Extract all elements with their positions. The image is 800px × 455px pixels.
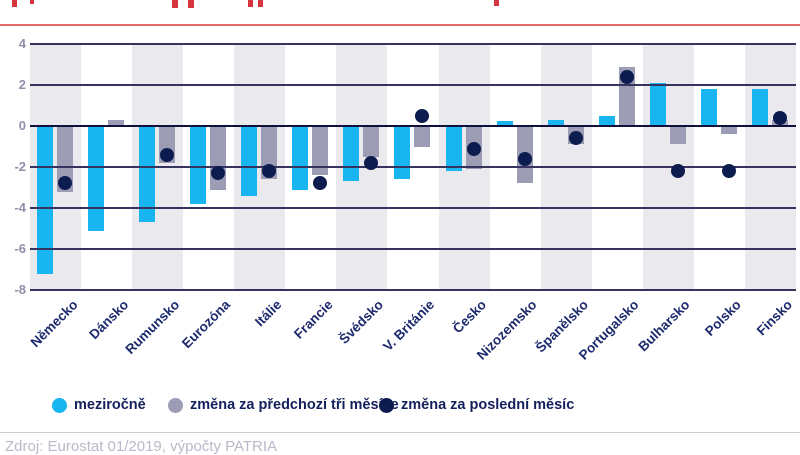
bar-3m bbox=[57, 126, 73, 192]
legend-item: změna za poslední měsíc bbox=[379, 397, 574, 413]
x-label: Česko bbox=[449, 297, 489, 337]
dot-1m bbox=[517, 151, 532, 166]
bar-3m bbox=[720, 126, 737, 135]
dot-1m bbox=[670, 164, 685, 179]
title-accent-line bbox=[0, 24, 800, 26]
dot-1m bbox=[568, 131, 583, 146]
bar-yoy bbox=[241, 126, 258, 196]
gridline bbox=[30, 289, 796, 291]
gridline bbox=[30, 84, 796, 86]
legend-item: meziročně bbox=[52, 397, 146, 413]
x-label: Dánsko bbox=[86, 297, 132, 343]
dot-1m bbox=[58, 176, 72, 191]
y-tick-label: 0 bbox=[18, 118, 26, 133]
x-label: Francie bbox=[290, 297, 336, 342]
y-tick-label: -2 bbox=[14, 159, 26, 174]
y-tick-label: -4 bbox=[14, 200, 26, 215]
title-fragment bbox=[12, 0, 17, 7]
gridline bbox=[30, 43, 796, 45]
y-tick-label: 4 bbox=[18, 36, 26, 51]
legend-marker-circle-icon bbox=[379, 397, 394, 413]
dot-1m bbox=[619, 69, 634, 84]
footer-divider bbox=[0, 432, 800, 433]
legend-marker-circle-icon bbox=[168, 397, 183, 413]
y-tick-label: 2 bbox=[18, 77, 26, 92]
bar-3m bbox=[210, 126, 227, 190]
bar-3m bbox=[312, 126, 329, 176]
legend-label: meziročně bbox=[74, 397, 146, 413]
dot-1m bbox=[160, 147, 175, 162]
source-text: Zdroj: Eurostat 01/2019, výpočty PATRIA bbox=[5, 438, 278, 455]
dot-1m bbox=[415, 108, 430, 123]
legend-label: změna za předchozí tři měsíce bbox=[190, 397, 399, 413]
bar-3m bbox=[363, 126, 380, 157]
y-tick-label: -8 bbox=[14, 282, 26, 297]
gridline bbox=[30, 166, 796, 168]
x-label: Německo bbox=[27, 297, 81, 351]
title-fragment bbox=[248, 0, 253, 7]
gridline bbox=[30, 207, 796, 209]
legend-marker-circle-icon bbox=[52, 397, 67, 413]
legend-item: změna za předchozí tři měsíce bbox=[168, 397, 399, 413]
x-label: Eurozóna bbox=[179, 297, 234, 352]
bar-yoy bbox=[649, 82, 666, 126]
title-fragment bbox=[188, 0, 194, 8]
bar-3m bbox=[414, 126, 431, 147]
x-label: Bulharsko bbox=[635, 297, 693, 355]
x-label: Rumunsko bbox=[122, 297, 183, 357]
bar-yoy bbox=[394, 126, 411, 180]
bar-3m bbox=[669, 126, 686, 145]
bar-yoy bbox=[139, 126, 156, 223]
gridline bbox=[30, 248, 796, 250]
x-label: Polsko bbox=[702, 297, 745, 339]
x-label: Finsko bbox=[753, 297, 796, 339]
y-tick-label: -6 bbox=[14, 241, 26, 256]
dot-1m bbox=[313, 176, 328, 191]
dot-1m bbox=[721, 164, 736, 179]
bar-yoy bbox=[445, 126, 462, 172]
x-label: Švédsko bbox=[336, 297, 387, 347]
zero-gridline bbox=[30, 124, 796, 128]
legend-label: změna za poslední měsíc bbox=[401, 397, 575, 413]
title-fragment bbox=[494, 0, 499, 6]
x-label: Itálie bbox=[252, 297, 285, 330]
bar-yoy bbox=[547, 119, 564, 126]
bar-yoy bbox=[343, 126, 360, 182]
dot-1m bbox=[262, 164, 277, 179]
x-label: V. Británie bbox=[380, 297, 438, 354]
bar-yoy bbox=[190, 126, 207, 204]
bar-yoy bbox=[700, 89, 717, 126]
bar-yoy bbox=[88, 126, 105, 231]
bar-yoy bbox=[496, 120, 513, 126]
bar-yoy bbox=[37, 126, 53, 274]
title-fragment bbox=[258, 0, 263, 7]
bar-yoy bbox=[292, 126, 309, 190]
bar-yoy bbox=[598, 115, 615, 126]
title-fragment bbox=[172, 0, 178, 8]
bar-yoy bbox=[751, 89, 768, 126]
dot-1m bbox=[211, 166, 226, 181]
dot-1m bbox=[466, 141, 481, 156]
dot-1m bbox=[772, 110, 787, 125]
bar-3m bbox=[108, 119, 125, 126]
dot-1m bbox=[364, 155, 379, 170]
title-fragment bbox=[30, 0, 34, 4]
